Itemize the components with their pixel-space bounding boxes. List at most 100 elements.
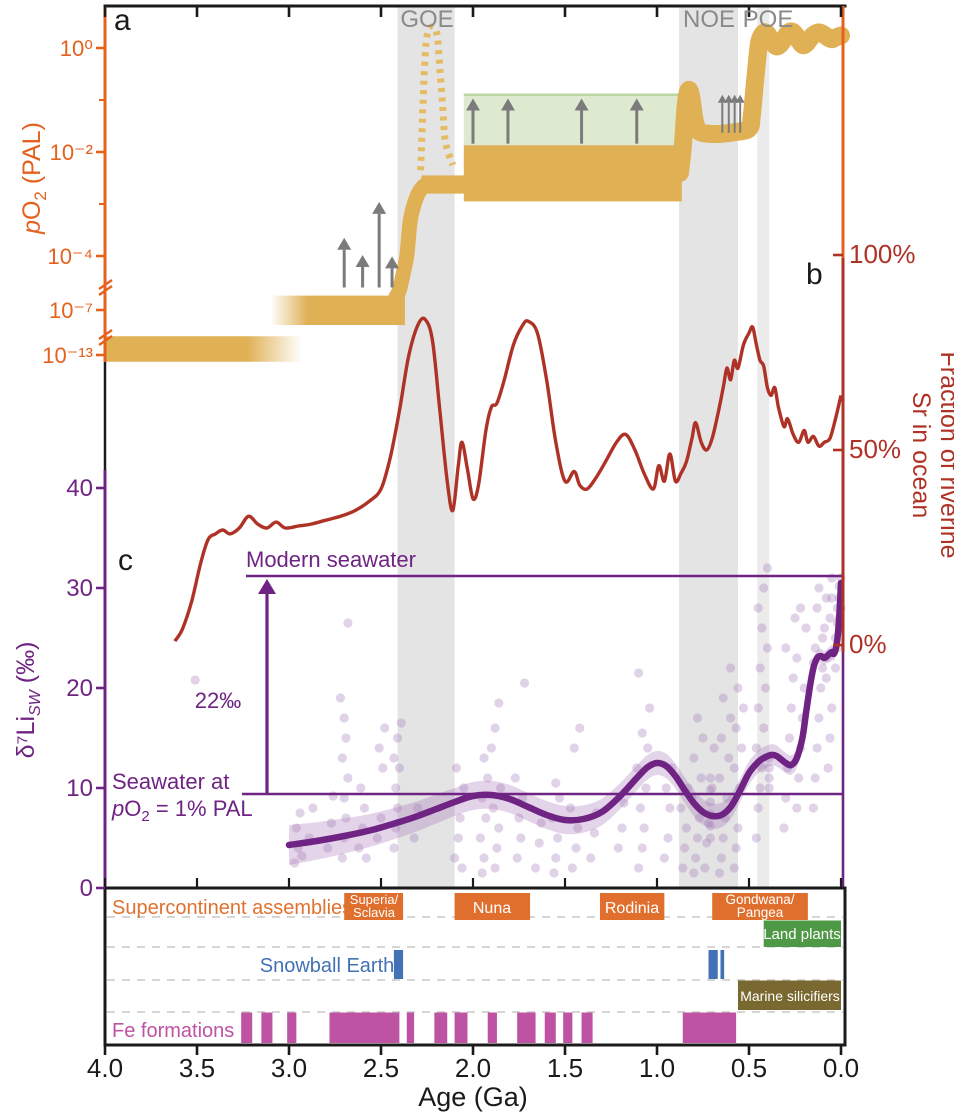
li-data-point [764, 763, 774, 773]
li-data-point [494, 698, 504, 708]
li-data-point [337, 753, 347, 763]
li-data-point [733, 823, 743, 833]
li-data-point [759, 583, 769, 593]
o2-flux-arrow-head [372, 201, 387, 214]
li-data-point [361, 853, 371, 863]
po2-tick-label: 10⁰ [60, 36, 93, 61]
li-data-point [792, 803, 802, 813]
li-data-point [814, 583, 824, 593]
sr-tick-label: 50% [849, 434, 901, 464]
li-data-point [714, 773, 725, 783]
li-data-point [455, 813, 465, 823]
li-tick-label: 10 [66, 775, 93, 802]
li-data-point [764, 783, 774, 793]
li-data-point [396, 718, 406, 728]
sr-axis-title-line1: Fraction of riverine [935, 351, 954, 558]
o2-flux-arrow-head [574, 98, 589, 111]
li-data-point [757, 763, 767, 773]
li-data-point [613, 843, 623, 853]
o2-flux-arrow-head [466, 98, 480, 111]
nuna-box-label: Nuna [473, 900, 511, 917]
li-data-point [391, 783, 401, 793]
seawater-1pct-label-line1: Seawater at [112, 769, 229, 794]
li-data-point [297, 851, 307, 861]
li-data-point [692, 713, 703, 723]
timeline-bar-fe-formations [682, 1012, 737, 1043]
li-data-point [808, 803, 819, 813]
li-data-point [372, 833, 382, 843]
o2-flux-arrow-head [735, 94, 745, 103]
li-data-point [637, 728, 647, 738]
li-data-point [343, 618, 353, 628]
noe-label: NOE [683, 6, 735, 33]
po2-axis-title: pO2 (PAL) [18, 122, 50, 235]
po2-tick-label: 10⁻⁷ [49, 298, 93, 323]
li-data-point [689, 753, 699, 763]
li-data-point [680, 843, 690, 853]
li-data-point [781, 793, 791, 803]
li-data-point [681, 823, 692, 833]
li-data-point [821, 593, 831, 603]
li-data-point [753, 703, 763, 713]
li-data-point [516, 833, 526, 843]
li-data-point [659, 853, 669, 863]
li-data-point [512, 853, 522, 863]
po2-axis-break [98, 285, 113, 296]
li-tick-label: 30 [66, 575, 93, 602]
li-data-point [389, 843, 399, 853]
po2-title-sub: 2 [31, 191, 50, 200]
li-data-point [731, 723, 741, 733]
li-data-point [703, 818, 714, 828]
li-data-point [707, 783, 717, 793]
li-data-point [380, 723, 390, 733]
li-data-point [569, 743, 579, 753]
li-data-point [530, 863, 541, 873]
li-data-point [818, 633, 828, 643]
li-data-point [354, 843, 364, 853]
timeline-bar-fe-formations [434, 1012, 448, 1043]
timeline-bar-snowball-earth [720, 950, 725, 979]
fe-formations-label: Fe formations [112, 1020, 234, 1042]
timeline-bar-snowball-earth [708, 950, 718, 979]
li-data-point [762, 643, 773, 653]
seawater-1pct-label-line2: pO2 = 1% PAL [111, 796, 253, 825]
li-data-point [575, 723, 585, 733]
panel-label-c: c [118, 544, 133, 577]
li-data-point [486, 743, 496, 753]
li-data-point [323, 843, 333, 853]
timeline-bar-fe-formations [261, 1012, 273, 1043]
li-data-point [825, 733, 835, 743]
o2-flux-arrow-head [337, 237, 352, 250]
land-plants-label: Land plants [763, 926, 841, 943]
li-data-point [483, 773, 493, 783]
li-data-point [641, 783, 651, 793]
gondwana-box-label-line2: Pangea [737, 905, 784, 920]
li-data-point [753, 603, 763, 613]
li-data-point [819, 623, 830, 633]
li-data-point [781, 643, 791, 653]
li-data-point [374, 743, 384, 753]
li-data-point [714, 868, 725, 878]
li-data-point [751, 743, 761, 753]
li-data-point [571, 843, 581, 853]
timeline-bar-snowball-earth [393, 950, 404, 979]
x-tick-label: 4.0 [87, 1053, 123, 1083]
x-tick-label: 1.0 [639, 1053, 675, 1083]
li-data-point [812, 603, 822, 613]
li-data-point [801, 623, 811, 633]
o2-flux-arrow-head [385, 256, 400, 269]
li-data-point [678, 863, 688, 873]
timeline-bar-fe-formations [563, 1012, 573, 1043]
po2-band-1 [270, 295, 405, 325]
li-title-head: δ⁷Li [12, 716, 40, 758]
li-data-point [696, 773, 706, 783]
panel-label-a: a [114, 4, 131, 37]
li-data-point [795, 603, 806, 613]
li-data-point [737, 743, 747, 753]
timeline-bar-marine-silicifiers [737, 980, 841, 1010]
li-data-point [619, 798, 629, 808]
li-data-point [589, 828, 600, 838]
x-tick-label: 2.5 [363, 1053, 399, 1083]
li-data-point [700, 863, 710, 873]
li-data-point [718, 833, 728, 843]
